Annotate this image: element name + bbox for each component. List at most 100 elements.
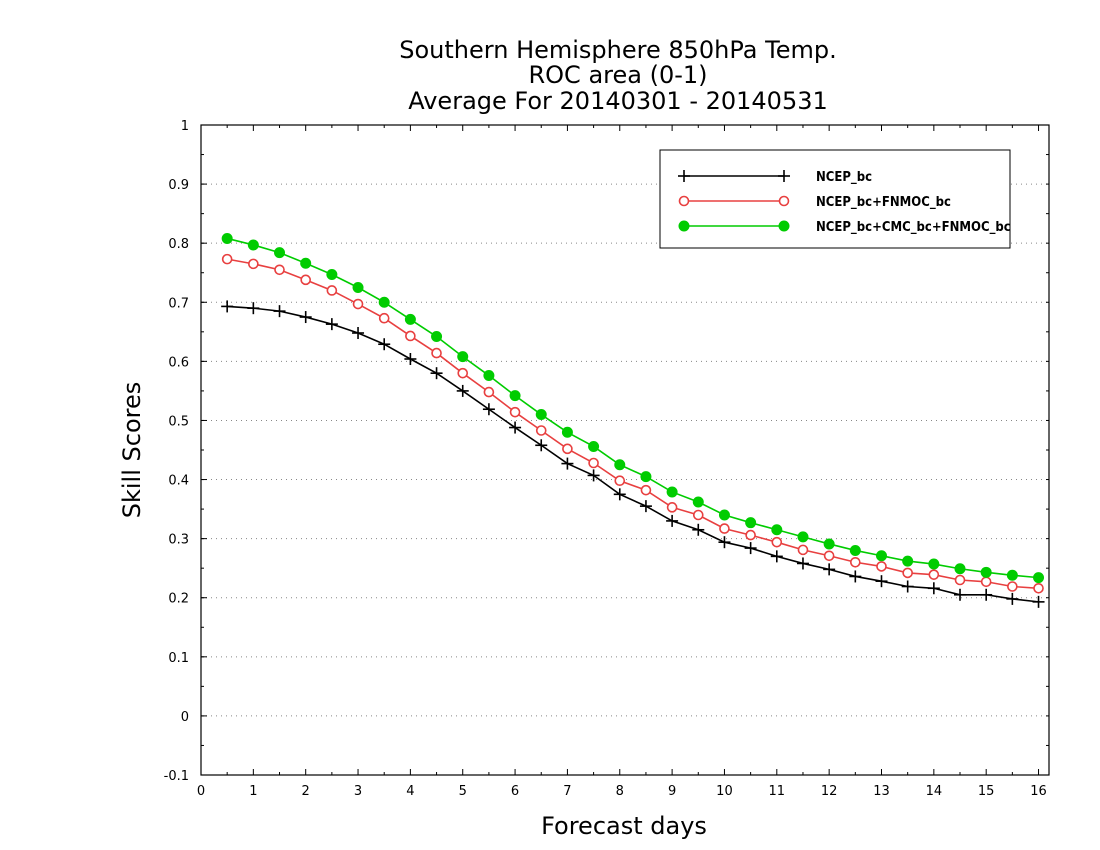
data-point [849,544,861,556]
data-point [221,232,233,244]
y-tick-label: 0.6 [168,355,189,370]
data-point [482,403,495,416]
data-point [405,330,416,342]
x-tick-label: 10 [716,784,733,799]
data-point [927,582,940,595]
legend-label: NCEP_bc+FNMOC_bc [816,195,951,210]
data-point [719,523,730,534]
data-point [431,331,443,343]
chart-title: Southern Hemisphere 850hPa Temp. ROC are… [399,36,836,115]
x-tick-label: 9 [668,784,676,799]
data-point [378,296,390,308]
x-tick-label: 13 [873,784,890,799]
data-point [1007,581,1018,592]
data-point [770,550,783,563]
x-tick-label: 4 [406,784,414,799]
y-tick-label: 0.2 [168,592,189,607]
data-point [797,531,809,543]
data-point [823,538,835,550]
chart-title-line-2: ROC area (0-1) [528,61,707,89]
legend-marker-right [778,170,790,182]
data-point [666,502,678,513]
gridlines [201,183,1049,717]
data-point [875,550,887,562]
y-axis-title: Skill Scores [118,382,146,519]
data-point [483,386,495,398]
series-3 [221,232,1045,584]
data-point [718,509,730,521]
y-tick-label: 0.7 [168,296,189,311]
y-tick-label: 0.4 [168,474,189,489]
data-point [692,523,705,536]
data-point [588,457,599,469]
data-point [771,536,783,548]
legend-box [659,149,1011,249]
series-line [227,305,1039,603]
data-point [587,469,600,482]
data-point [378,338,391,351]
data-point [561,426,573,438]
data-point [378,312,390,324]
data-point [954,574,966,586]
y-tick-label: 1 [181,119,189,134]
series-1 [221,300,1045,608]
data-point [796,557,809,570]
series-line [226,237,1039,579]
data-point [535,409,547,421]
data-point [404,313,416,325]
y-tick-label: 0.1 [168,651,189,666]
data-point [299,311,312,324]
data-point [980,588,993,601]
data-point [849,570,862,583]
data-point [352,327,365,339]
y-tick-label: 0.3 [168,533,189,548]
legend-marker-right [778,195,790,207]
data-point [901,580,914,593]
data-point [614,459,626,471]
x-tick-label: 14 [926,784,943,799]
plot-area-frame [200,124,1050,776]
chart-title-line-3: Average For 20140301 - 20140531 [408,87,828,115]
legend-marker-left [678,220,690,232]
data-point [483,370,495,382]
data-point [431,347,442,359]
data-point [1033,582,1044,594]
data-point [300,274,311,286]
legend-entry: NCEP_bc [678,170,872,185]
data-point [509,406,521,418]
data-point [692,496,704,508]
data-point [902,555,914,567]
data-point [221,253,233,265]
data-point [430,367,443,380]
x-tick-label: 2 [302,784,310,799]
x-tick-label: 7 [563,784,571,799]
data-point [1033,572,1045,584]
data-point [666,486,678,498]
data-point [221,300,234,313]
data-point [325,318,338,331]
legend-marker-left [678,195,690,207]
data-point [561,457,574,470]
data-point [850,556,861,568]
data-point [247,239,259,251]
chart-title-line-1: Southern Hemisphere 850hPa Temp. [399,36,836,64]
data-point [797,544,809,556]
data-point [404,353,417,365]
y-tick-label: 0.8 [168,237,189,252]
data-point [274,247,286,259]
data-point [980,576,992,588]
legend-label: NCEP_bc+CMC_bc+FNMOC_bc [816,220,1011,235]
x-tick-label: 1 [249,784,257,799]
y-tick-label: 0 [181,710,189,725]
data-point [1032,595,1045,608]
data-point [876,561,887,572]
data-point [745,529,756,541]
data-point [823,563,836,576]
x-tick-label: 15 [978,784,995,799]
data-point [326,285,338,296]
series-2 [221,253,1044,594]
data-point [640,471,652,483]
data-point [509,390,521,402]
data-point [535,425,547,436]
